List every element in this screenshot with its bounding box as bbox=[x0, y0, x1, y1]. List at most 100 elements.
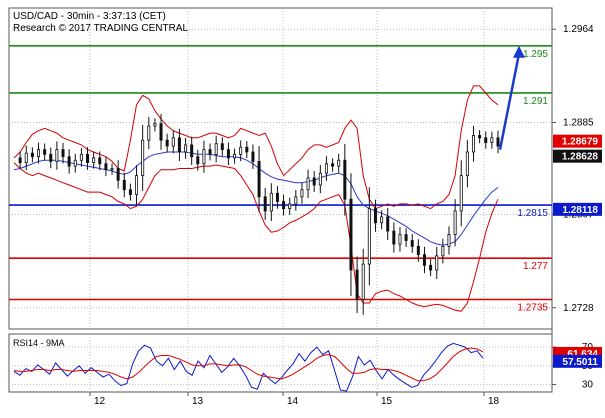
candle-body bbox=[294, 196, 298, 205]
level-label: 1.291 bbox=[523, 96, 548, 107]
candle-body bbox=[429, 264, 433, 271]
candle-body bbox=[367, 208, 371, 265]
candle-body bbox=[110, 168, 114, 171]
candle-body bbox=[135, 175, 139, 195]
candle-body bbox=[30, 152, 34, 158]
candle-body bbox=[43, 149, 47, 155]
candle-body bbox=[386, 216, 390, 232]
candle-body bbox=[245, 146, 249, 153]
level-label: 1.2815 bbox=[517, 208, 548, 219]
candle-body bbox=[324, 163, 328, 174]
candle-body bbox=[478, 135, 482, 139]
candle-body bbox=[306, 177, 310, 191]
price-badge bbox=[553, 134, 602, 148]
candle-body bbox=[147, 125, 151, 141]
candle-body bbox=[288, 203, 292, 210]
candle-body bbox=[184, 144, 188, 153]
candle-body bbox=[435, 255, 439, 271]
candle-body bbox=[98, 157, 102, 165]
price-badge-label: 1.28679 bbox=[562, 137, 599, 148]
forecast-arrow-shaft bbox=[498, 53, 521, 150]
candle-body bbox=[208, 149, 212, 155]
rsi-panel bbox=[13, 342, 484, 392]
candle-body bbox=[67, 156, 71, 167]
candle-body bbox=[300, 189, 304, 198]
candle-body bbox=[331, 163, 335, 167]
y-tick-label: 1.2885 bbox=[563, 117, 594, 128]
rsi-badge-label: 61.634 bbox=[567, 349, 598, 360]
candle-body bbox=[496, 137, 500, 147]
candle-body bbox=[392, 230, 396, 245]
candle-body bbox=[465, 151, 469, 176]
x-tick-label: 15 bbox=[381, 396, 393, 407]
y-tick-label: 1.2728 bbox=[563, 303, 594, 314]
candle-body bbox=[226, 149, 230, 159]
candle-body bbox=[73, 159, 77, 167]
candle-body bbox=[337, 159, 341, 167]
candle-body bbox=[312, 177, 316, 186]
rsi-series-rsi bbox=[13, 342, 484, 392]
candle-body bbox=[37, 149, 41, 158]
candle-body bbox=[104, 163, 108, 171]
candle-body bbox=[441, 245, 445, 257]
candle-body bbox=[233, 153, 237, 159]
candle-body bbox=[165, 139, 169, 147]
x-tick-label: 12 bbox=[94, 396, 106, 407]
moving-average-line bbox=[13, 151, 499, 246]
rsi-series-ma bbox=[13, 347, 484, 382]
chart-title: USD/CAD - 30min - 3:37:13 (CET) bbox=[13, 11, 166, 22]
candle-body bbox=[355, 269, 359, 300]
candle-body bbox=[275, 192, 279, 202]
candle-body bbox=[159, 123, 163, 141]
candle-body bbox=[49, 153, 53, 162]
candle-body bbox=[459, 175, 463, 212]
candle-body bbox=[410, 240, 414, 247]
bollinger-upper bbox=[13, 85, 499, 210]
price-badge-label: 1.28628 bbox=[562, 152, 599, 163]
candle-body bbox=[128, 189, 132, 195]
candle-body bbox=[18, 157, 22, 163]
candle-body bbox=[55, 149, 59, 162]
candle-body bbox=[122, 179, 126, 191]
price-badge bbox=[553, 149, 602, 163]
x-tick-label: 18 bbox=[488, 396, 500, 407]
price-badge-label: 1.28118 bbox=[562, 205, 598, 216]
price-badge bbox=[553, 202, 602, 216]
candle-body bbox=[177, 137, 181, 153]
y-tick-label: 1.2964 bbox=[563, 24, 594, 35]
candle-body bbox=[484, 137, 488, 143]
candle-body bbox=[190, 144, 194, 158]
rsi-panel-frame bbox=[8, 333, 553, 393]
candle-body bbox=[343, 159, 347, 200]
candle-body bbox=[141, 139, 145, 176]
candle-body bbox=[282, 201, 286, 210]
candle-body bbox=[269, 192, 273, 212]
candle-body bbox=[92, 157, 96, 163]
rsi-badge-label: 57.5011 bbox=[562, 357, 598, 368]
candle-body bbox=[380, 216, 384, 224]
candle-body bbox=[257, 161, 261, 198]
candle-body bbox=[453, 210, 457, 235]
rsi-y-tick-label: 30 bbox=[582, 380, 594, 391]
candle-body bbox=[471, 135, 475, 153]
candle-body bbox=[447, 234, 451, 247]
candle-body bbox=[422, 254, 426, 266]
level-label: 1.295 bbox=[523, 49, 548, 60]
candle-body bbox=[490, 137, 494, 143]
candle-body bbox=[220, 143, 224, 151]
candle-body bbox=[214, 143, 218, 155]
candle-body bbox=[349, 198, 353, 271]
candle-body bbox=[398, 234, 402, 245]
candle-body bbox=[263, 196, 267, 212]
candle-body bbox=[171, 137, 175, 147]
chart-subtitle: Research © 2017 TRADING CENTRAL bbox=[13, 23, 188, 34]
candle-body bbox=[202, 149, 206, 165]
candle-body bbox=[153, 123, 157, 127]
candle-body bbox=[61, 149, 65, 158]
candle-body bbox=[239, 146, 243, 155]
candle-body bbox=[404, 234, 408, 241]
grid bbox=[9, 8, 552, 392]
level-label: 1.2735 bbox=[517, 302, 548, 313]
